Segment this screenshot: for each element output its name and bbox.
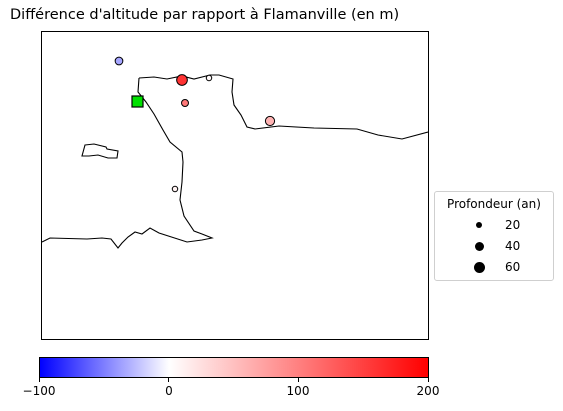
observation-point[interactable] bbox=[205, 74, 213, 82]
flamanville-marker-icon[interactable] bbox=[131, 95, 144, 108]
legend-title: Profondeur (an) bbox=[447, 197, 541, 211]
colorbar-tick bbox=[39, 378, 40, 382]
legend-entry-60: 60 bbox=[435, 258, 555, 276]
map-canvas bbox=[41, 56, 429, 249]
map-title: Différence d'altitude par rapport à Flam… bbox=[10, 7, 400, 23]
observation-point[interactable] bbox=[176, 74, 188, 86]
colorbar-tick bbox=[428, 378, 429, 382]
observation-point[interactable] bbox=[171, 185, 179, 193]
colorbar-tick bbox=[298, 378, 299, 382]
legend-dot-icon bbox=[474, 241, 484, 251]
colorbar bbox=[39, 357, 429, 378]
island bbox=[81, 143, 119, 159]
coastline-west bbox=[41, 77, 214, 249]
colorbar-tick-label: 200 bbox=[416, 384, 440, 398]
legend-entry-40: 40 bbox=[435, 237, 555, 255]
legend-label: 40 bbox=[505, 239, 521, 253]
legend-dot-icon bbox=[473, 261, 485, 273]
legend-dot-icon bbox=[476, 222, 482, 228]
colorbar-tick-label: 0 bbox=[165, 384, 173, 398]
observation-point[interactable] bbox=[114, 56, 124, 66]
observation-point[interactable] bbox=[181, 99, 189, 107]
legend-label: 20 bbox=[505, 218, 521, 232]
colorbar-tick-label: −100 bbox=[22, 384, 56, 398]
colorbar-tick-label: 100 bbox=[286, 384, 310, 398]
legend-entry-20: 20 bbox=[435, 216, 555, 234]
map-area[interactable] bbox=[41, 31, 429, 340]
observation-point[interactable] bbox=[264, 115, 276, 127]
size-legend: Profondeur (an) 20 40 60 bbox=[434, 191, 554, 281]
colorbar-tick bbox=[168, 378, 169, 382]
legend-label: 60 bbox=[505, 260, 521, 274]
